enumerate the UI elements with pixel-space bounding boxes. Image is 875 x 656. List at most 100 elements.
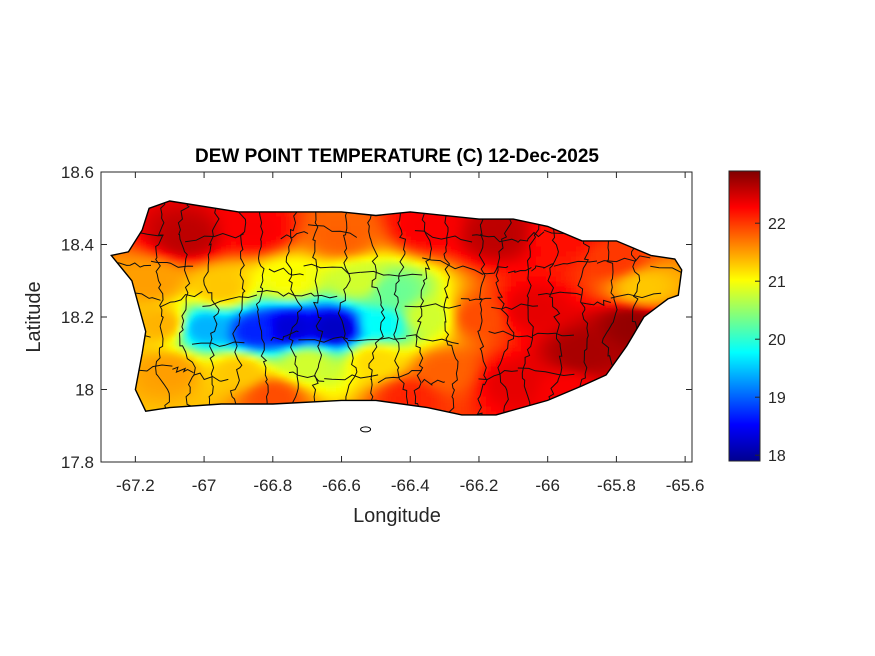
field-cell — [206, 331, 212, 338]
field-cell — [481, 281, 487, 288]
field-cell — [156, 226, 162, 233]
field-cell — [391, 226, 397, 233]
field-cell — [381, 311, 387, 318]
field-cell — [171, 276, 177, 283]
field-cell — [641, 291, 647, 298]
field-cell — [621, 271, 627, 278]
field-cell — [616, 256, 622, 263]
field-cell — [546, 251, 552, 258]
field-cell — [571, 236, 577, 243]
field-cell — [531, 241, 537, 248]
field-cell — [301, 271, 307, 278]
field-cell — [496, 241, 502, 248]
field-cell — [411, 246, 417, 253]
field-cell — [261, 336, 267, 343]
field-cell — [641, 306, 647, 313]
field-cell — [591, 341, 597, 348]
field-cell — [646, 261, 652, 268]
field-cell — [176, 256, 182, 263]
field-cell — [666, 256, 672, 263]
field-cell — [466, 321, 472, 328]
field-cell — [321, 216, 327, 223]
field-cell — [296, 316, 302, 323]
field-cell — [161, 276, 167, 283]
field-cell — [211, 376, 217, 383]
field-cell — [291, 356, 297, 363]
field-cell — [171, 361, 177, 368]
field-cell — [166, 341, 172, 348]
field-cell — [476, 321, 482, 328]
field-cell — [211, 276, 217, 283]
field-cell — [546, 386, 552, 393]
field-cell — [371, 361, 377, 368]
field-cell — [436, 371, 442, 378]
field-cell — [321, 331, 327, 338]
field-cell — [531, 286, 537, 293]
field-cell — [576, 246, 582, 253]
field-cell — [436, 261, 442, 268]
field-cell — [146, 296, 152, 303]
field-cell — [296, 251, 302, 258]
field-cell — [226, 366, 232, 373]
field-cell — [226, 311, 232, 318]
field-cell — [276, 251, 282, 258]
field-cell — [596, 316, 602, 323]
field-cell — [186, 291, 192, 298]
field-cell — [286, 391, 292, 398]
field-cell — [346, 281, 352, 288]
field-cell — [536, 336, 542, 343]
field-cell — [561, 371, 567, 378]
field-cell — [496, 326, 502, 333]
field-cell — [596, 306, 602, 313]
field-cell — [276, 321, 282, 328]
field-cell — [411, 261, 417, 268]
field-cell — [246, 341, 252, 348]
field-cell — [201, 356, 207, 363]
field-cell — [266, 281, 272, 288]
field-cell — [276, 231, 282, 238]
field-cell — [291, 246, 297, 253]
field-cell — [181, 316, 187, 323]
field-cell — [561, 301, 567, 308]
field-cell — [481, 356, 487, 363]
field-cell — [381, 386, 387, 393]
field-cell — [346, 266, 352, 273]
field-cell — [196, 381, 202, 388]
field-cell — [251, 376, 257, 383]
field-cell — [231, 316, 237, 323]
field-cell — [326, 371, 332, 378]
field-cell — [386, 296, 392, 303]
field-cell — [186, 271, 192, 278]
field-cell — [591, 256, 597, 263]
field-cell — [181, 271, 187, 278]
field-cell — [356, 261, 362, 268]
field-cell — [306, 226, 312, 233]
field-cell — [196, 376, 202, 383]
field-cell — [466, 291, 472, 298]
field-cell — [536, 356, 542, 363]
field-cell — [431, 251, 437, 258]
field-cell — [486, 321, 492, 328]
field-cell — [486, 276, 492, 283]
field-cell — [371, 266, 377, 273]
field-cell — [181, 276, 187, 283]
field-cell — [301, 261, 307, 268]
field-cell — [326, 271, 332, 278]
field-cell — [556, 271, 562, 278]
field-cell — [566, 256, 572, 263]
field-cell — [296, 346, 302, 353]
field-cell — [231, 326, 237, 333]
field-cell — [471, 276, 477, 283]
field-cell — [216, 386, 222, 393]
field-cell — [461, 301, 467, 308]
field-cell — [331, 281, 337, 288]
field-cell — [506, 381, 512, 388]
field-cell — [546, 391, 552, 398]
field-cell — [351, 221, 357, 228]
field-cell — [451, 391, 457, 398]
field-cell — [321, 321, 327, 328]
field-cell — [161, 201, 167, 208]
field-cell — [441, 271, 447, 278]
field-cell — [631, 301, 637, 308]
field-cell — [456, 296, 462, 303]
